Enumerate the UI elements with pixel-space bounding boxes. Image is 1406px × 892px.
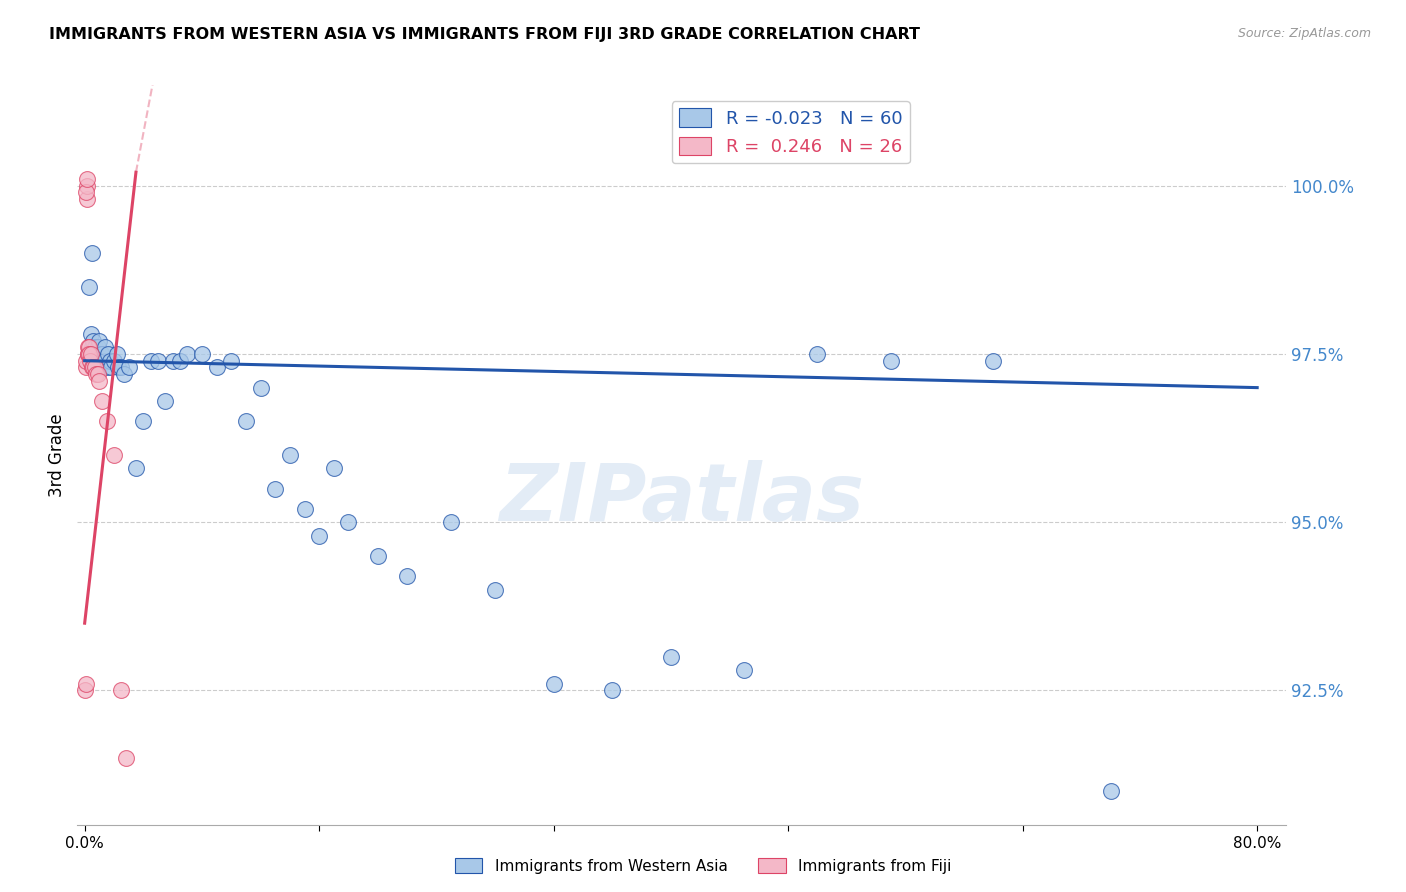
- Point: [89, 360, 111, 375]
- Point: [100, 360, 122, 375]
- Point: [86, 347, 108, 361]
- Point: [96, 414, 118, 428]
- Text: ZIPatlas: ZIPatlas: [499, 460, 865, 539]
- Point: [84, 347, 107, 361]
- Point: [91, 347, 114, 361]
- Point: [87, 353, 110, 368]
- Point: [105, 347, 128, 361]
- Point: [337, 515, 360, 529]
- Point: [76, 178, 98, 193]
- Point: [308, 529, 330, 543]
- Point: [76, 347, 98, 361]
- Point: [80, 246, 103, 260]
- Point: [294, 501, 316, 516]
- Point: [82, 360, 104, 375]
- Point: [94, 340, 117, 354]
- Point: [155, 394, 177, 409]
- Point: [77, 347, 100, 361]
- Text: IMMIGRANTS FROM WESTERN ASIA VS IMMIGRANTS FROM FIJI 3RD GRADE CORRELATION CHART: IMMIGRANTS FROM WESTERN ASIA VS IMMIGRAN…: [49, 27, 920, 42]
- Point: [75, 353, 97, 368]
- Point: [76, 172, 98, 186]
- Point: [146, 353, 169, 368]
- Point: [90, 353, 112, 368]
- Point: [162, 353, 184, 368]
- Point: [96, 360, 118, 375]
- Point: [79, 326, 101, 341]
- Point: [983, 353, 1005, 368]
- Point: [80, 360, 103, 375]
- Point: [77, 340, 100, 354]
- Point: [82, 334, 104, 348]
- Point: [75, 677, 97, 691]
- Point: [84, 360, 107, 375]
- Point: [87, 367, 110, 381]
- Point: [117, 360, 139, 375]
- Point: [86, 367, 108, 381]
- Point: [132, 414, 155, 428]
- Point: [264, 482, 287, 496]
- Point: [396, 569, 419, 583]
- Point: [93, 353, 115, 368]
- Point: [75, 683, 97, 698]
- Point: [89, 334, 111, 348]
- Point: [80, 340, 103, 354]
- Legend: R = -0.023   N = 60, R =  0.246   N = 26: R = -0.023 N = 60, R = 0.246 N = 26: [672, 101, 910, 163]
- Point: [880, 353, 903, 368]
- Point: [733, 663, 755, 677]
- Point: [169, 353, 191, 368]
- Point: [103, 353, 125, 368]
- Point: [484, 582, 506, 597]
- Point: [76, 192, 98, 206]
- Point: [367, 549, 389, 563]
- Y-axis label: 3rd Grade: 3rd Grade: [48, 413, 66, 497]
- Point: [205, 360, 228, 375]
- Point: [87, 340, 110, 354]
- Point: [659, 649, 682, 664]
- Point: [103, 448, 125, 462]
- Point: [125, 461, 148, 475]
- Point: [86, 353, 108, 368]
- Point: [278, 448, 301, 462]
- Point: [112, 367, 135, 381]
- Point: [1099, 784, 1122, 798]
- Point: [84, 340, 107, 354]
- Point: [114, 751, 136, 765]
- Point: [90, 347, 112, 361]
- Point: [91, 394, 114, 409]
- Point: [176, 347, 198, 361]
- Point: [75, 186, 97, 200]
- Point: [89, 374, 111, 388]
- Point: [75, 360, 97, 375]
- Point: [97, 347, 120, 361]
- Point: [77, 347, 100, 361]
- Point: [77, 279, 100, 293]
- Point: [110, 360, 132, 375]
- Point: [322, 461, 344, 475]
- Point: [235, 414, 257, 428]
- Text: Source: ZipAtlas.com: Source: ZipAtlas.com: [1237, 27, 1371, 40]
- Point: [543, 677, 565, 691]
- Point: [600, 683, 623, 698]
- Point: [79, 353, 101, 368]
- Point: [219, 353, 242, 368]
- Point: [191, 347, 214, 361]
- Legend: Immigrants from Western Asia, Immigrants from Fiji: Immigrants from Western Asia, Immigrants…: [449, 852, 957, 880]
- Point: [79, 347, 101, 361]
- Point: [77, 340, 100, 354]
- Point: [249, 381, 271, 395]
- Point: [98, 353, 121, 368]
- Point: [82, 347, 104, 361]
- Point: [440, 515, 463, 529]
- Point: [806, 347, 828, 361]
- Point: [110, 683, 132, 698]
- Point: [139, 353, 162, 368]
- Point: [107, 360, 129, 375]
